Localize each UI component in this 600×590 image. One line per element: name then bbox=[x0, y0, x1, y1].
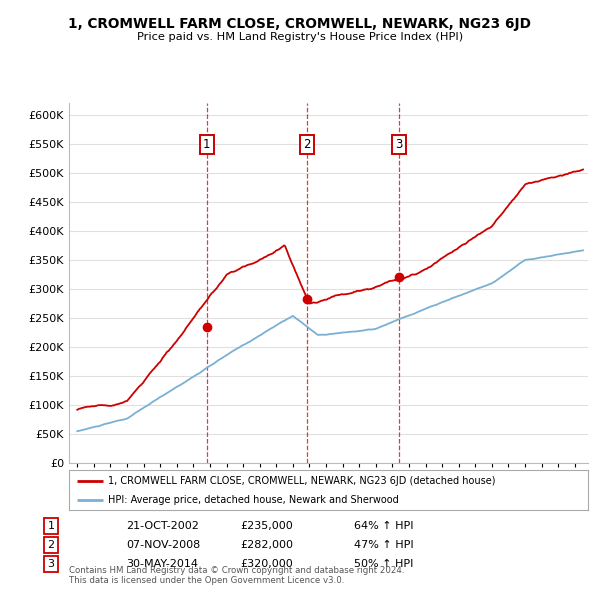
Text: Contains HM Land Registry data © Crown copyright and database right 2024.
This d: Contains HM Land Registry data © Crown c… bbox=[69, 566, 404, 585]
Text: 1, CROMWELL FARM CLOSE, CROMWELL, NEWARK, NG23 6JD (detached house): 1, CROMWELL FARM CLOSE, CROMWELL, NEWARK… bbox=[108, 477, 496, 487]
Text: £320,000: £320,000 bbox=[240, 559, 293, 569]
Text: Price paid vs. HM Land Registry's House Price Index (HPI): Price paid vs. HM Land Registry's House … bbox=[137, 32, 463, 42]
Text: 64% ↑ HPI: 64% ↑ HPI bbox=[354, 522, 413, 531]
Text: 1: 1 bbox=[203, 138, 211, 151]
Text: 1, CROMWELL FARM CLOSE, CROMWELL, NEWARK, NG23 6JD: 1, CROMWELL FARM CLOSE, CROMWELL, NEWARK… bbox=[68, 17, 532, 31]
Text: HPI: Average price, detached house, Newark and Sherwood: HPI: Average price, detached house, Newa… bbox=[108, 495, 398, 505]
Text: 3: 3 bbox=[47, 559, 55, 569]
Text: 21-OCT-2002: 21-OCT-2002 bbox=[126, 522, 199, 531]
Text: 1: 1 bbox=[47, 522, 55, 531]
Text: 2: 2 bbox=[47, 540, 55, 550]
Text: £235,000: £235,000 bbox=[240, 522, 293, 531]
Text: 07-NOV-2008: 07-NOV-2008 bbox=[126, 540, 200, 550]
Text: £282,000: £282,000 bbox=[240, 540, 293, 550]
Text: 3: 3 bbox=[395, 138, 403, 151]
Text: 2: 2 bbox=[303, 138, 311, 151]
Text: 47% ↑ HPI: 47% ↑ HPI bbox=[354, 540, 413, 550]
Text: 30-MAY-2014: 30-MAY-2014 bbox=[126, 559, 198, 569]
Text: 50% ↑ HPI: 50% ↑ HPI bbox=[354, 559, 413, 569]
